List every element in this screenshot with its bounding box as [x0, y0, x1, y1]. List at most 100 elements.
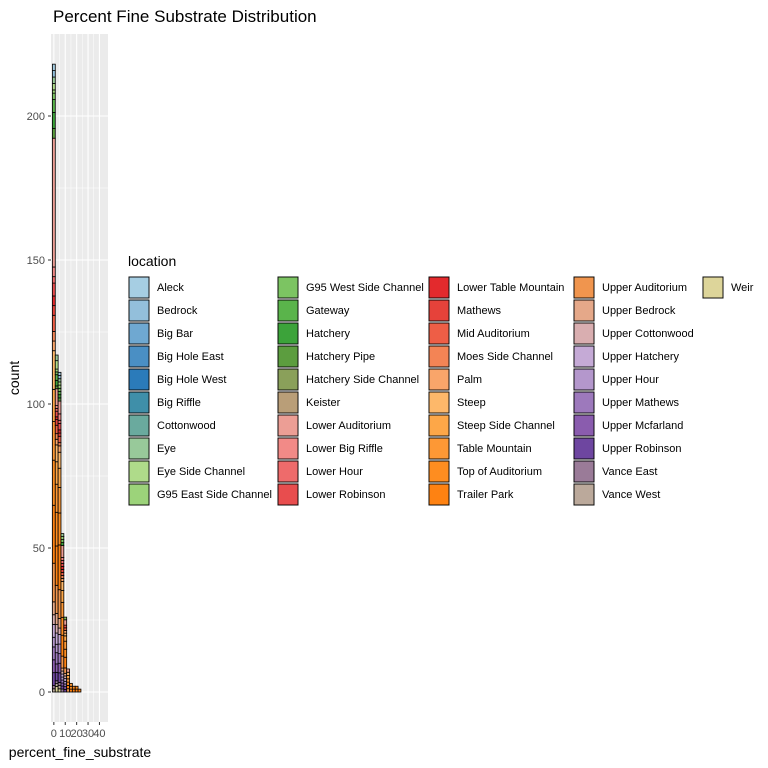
bar-segment — [54, 354, 59, 362]
bar-segment — [52, 636, 56, 648]
bar-segment — [54, 407, 59, 412]
bar-segment — [57, 589, 62, 619]
legend-swatch — [428, 368, 450, 391]
bar-segment — [57, 682, 62, 687]
legend-swatch — [702, 276, 724, 299]
bar-segment — [60, 670, 65, 675]
legend-swatch — [428, 322, 450, 345]
bar-segment — [54, 416, 59, 421]
bar-segment — [57, 423, 62, 431]
bar-segment — [69, 685, 73, 690]
legend-label: Lower Auditorium — [306, 420, 391, 432]
legend-label: Trailer Park — [457, 489, 514, 501]
bar-segment — [57, 512, 62, 546]
bar-segment — [63, 635, 68, 642]
legend-label: Big Bar — [157, 328, 193, 340]
legend-swatch — [277, 276, 299, 299]
bar-segment — [60, 539, 65, 543]
bar-segment — [57, 394, 62, 399]
bar-segment — [69, 682, 73, 687]
bar-segment — [54, 652, 59, 665]
legend: location Aleck Bedrock Big Bar Big Hole Eas… — [128, 253, 754, 506]
legend-swatch — [428, 299, 450, 322]
bar-segment — [52, 688, 56, 693]
bar-segment — [54, 385, 59, 390]
legend-label: Weir — [731, 282, 754, 294]
bar-segment — [54, 368, 59, 373]
legend-label: Table Mountain — [457, 443, 532, 455]
bar-segment — [54, 584, 59, 614]
bar-segment — [54, 663, 59, 673]
legend-swatch — [573, 345, 595, 368]
bar-segment — [52, 76, 56, 84]
legend-label: G95 West Side Channel — [306, 282, 424, 294]
y-axis-ticks: 0 50 100 150 200 — [27, 111, 51, 699]
bar-segment — [74, 685, 79, 690]
bar-segment — [54, 624, 59, 634]
bar-segment — [52, 459, 56, 506]
bar-segment — [52, 63, 56, 71]
bar-segment — [60, 557, 65, 561]
legend-swatch — [128, 345, 150, 368]
bar-segment — [66, 681, 70, 686]
legend-label: Moes Side Channel — [457, 351, 553, 363]
bar-segment — [57, 384, 62, 389]
bar-segment — [57, 400, 62, 415]
bar-segment — [54, 680, 59, 684]
bar-segment — [52, 421, 56, 461]
bar-segment — [57, 371, 62, 376]
bar-segment — [63, 683, 68, 688]
bar-segment — [54, 444, 59, 463]
y-tick-label: 0 — [39, 687, 45, 699]
bar-segment — [57, 442, 62, 447]
legend-label: Cottonwood — [157, 420, 216, 432]
bar-segment — [63, 627, 68, 631]
bar-segment — [63, 667, 68, 674]
bar-segment — [54, 419, 59, 426]
bar-segment — [66, 688, 70, 693]
bar-segment — [60, 616, 65, 636]
legend-label: Aleck — [157, 282, 184, 294]
bar-segment — [57, 419, 62, 424]
legend-label: Big Riffle — [157, 397, 201, 409]
legend-swatch — [128, 322, 150, 345]
bar-segment — [57, 391, 62, 396]
legend-swatch — [128, 368, 150, 391]
legend-label: Hatchery — [306, 328, 351, 340]
legend-label: Lower Hour — [306, 466, 363, 478]
bar-segment — [52, 112, 56, 129]
bar-segment — [74, 688, 79, 693]
x-axis-ticks: 0 10 20 30 40 — [51, 722, 106, 740]
legend-label: Gateway — [306, 305, 350, 317]
legend-swatch — [428, 276, 450, 299]
bar-segment — [57, 435, 62, 444]
bar-segment — [54, 360, 59, 370]
bar-segment — [52, 305, 56, 316]
legend-swatch — [277, 322, 299, 345]
bar-segment — [54, 433, 59, 440]
bar-segment — [63, 632, 68, 637]
bar-segment — [63, 640, 68, 650]
legend-swatch — [128, 483, 150, 506]
bar-segment — [52, 504, 56, 564]
x-tick-label: 0 — [51, 728, 57, 740]
bar-segment — [66, 678, 70, 683]
legend-swatch — [428, 345, 450, 368]
bar-segment — [52, 128, 56, 139]
bar-segment — [54, 410, 59, 418]
legend-label: Big Hole East — [157, 351, 224, 363]
legend-swatch — [428, 460, 450, 483]
bar-segment — [54, 683, 59, 687]
legend-label: Lower Robinson — [306, 489, 386, 501]
legend-label: Mid Auditorium — [457, 328, 530, 340]
bar-segment — [52, 350, 56, 390]
legend-swatch — [128, 437, 150, 460]
bar-segment — [77, 688, 82, 693]
legend-label: Lower Table Mountain — [457, 282, 564, 294]
legend-swatch — [573, 437, 595, 460]
bar-segment — [57, 618, 62, 629]
legend-label: Hatchery Pipe — [306, 351, 375, 363]
bar-segment — [52, 614, 56, 625]
legend-label: Steep Side Channel — [457, 420, 555, 432]
legend-label: Top of Auditorium — [457, 466, 542, 478]
